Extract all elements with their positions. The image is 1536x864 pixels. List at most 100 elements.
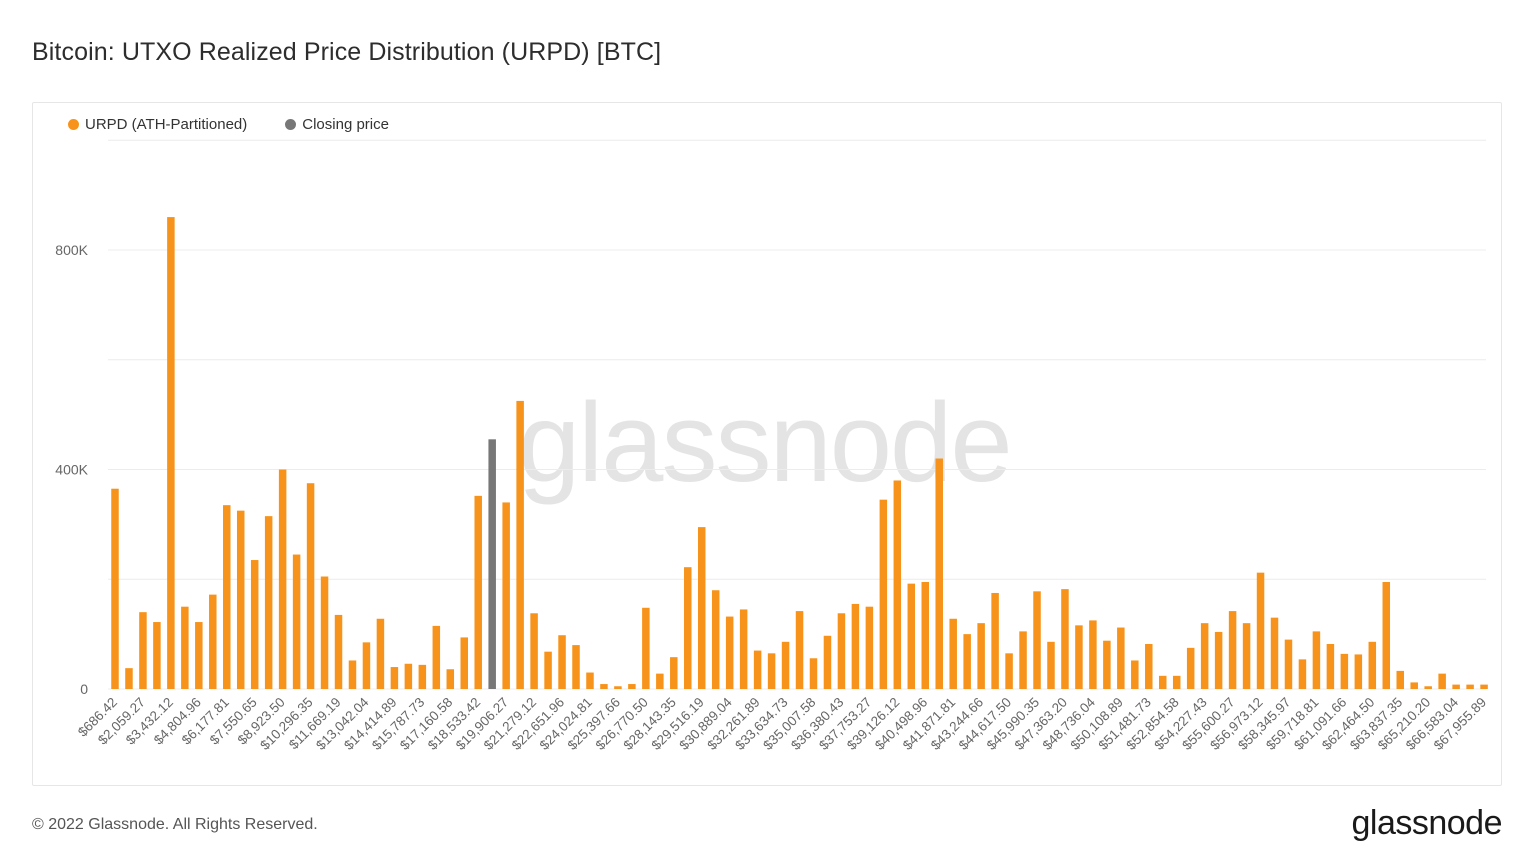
urpd-bar[interactable] — [1438, 673, 1446, 689]
urpd-bar[interactable] — [544, 651, 552, 689]
urpd-bar[interactable] — [111, 488, 119, 689]
urpd-bar[interactable] — [949, 618, 957, 689]
urpd-bar[interactable] — [963, 634, 971, 690]
urpd-bar[interactable] — [837, 613, 846, 689]
urpd-bar[interactable] — [250, 560, 259, 689]
urpd-bar[interactable] — [236, 510, 245, 689]
urpd-bar[interactable] — [474, 495, 482, 689]
legend-item-urpd[interactable]: URPD (ATH-Partitioned) — [68, 116, 247, 133]
urpd-bar[interactable] — [1326, 644, 1335, 689]
legend-item-closing-price[interactable]: Closing price — [285, 116, 389, 133]
urpd-bar[interactable] — [781, 641, 790, 689]
urpd-bar[interactable] — [586, 672, 594, 689]
urpd-bar[interactable] — [558, 635, 566, 689]
urpd-bar[interactable] — [865, 606, 874, 689]
urpd-bar[interactable] — [1186, 647, 1195, 689]
urpd-bar[interactable] — [1242, 623, 1251, 689]
urpd-bar[interactable] — [851, 603, 860, 689]
urpd-bar[interactable] — [1410, 682, 1418, 689]
urpd-bar[interactable] — [264, 516, 273, 689]
urpd-bar[interactable] — [1159, 675, 1167, 689]
urpd-bar[interactable] — [670, 657, 678, 689]
urpd-bar[interactable] — [139, 612, 147, 689]
urpd-bar[interactable] — [991, 592, 999, 689]
urpd-bar[interactable] — [1298, 659, 1307, 689]
urpd-bar[interactable] — [1019, 631, 1027, 689]
urpd-bar[interactable] — [614, 686, 622, 689]
urpd-bar[interactable] — [572, 645, 580, 689]
urpd-bar[interactable] — [767, 653, 776, 689]
urpd-bar[interactable] — [153, 622, 161, 689]
urpd-bar[interactable] — [656, 673, 664, 689]
urpd-bar[interactable] — [1382, 581, 1391, 689]
urpd-bar[interactable] — [209, 594, 217, 689]
urpd-bar[interactable] — [278, 469, 287, 690]
urpd-bar[interactable] — [1047, 641, 1055, 689]
urpd-bar[interactable] — [1340, 653, 1349, 689]
urpd-bar[interactable] — [1312, 631, 1321, 689]
urpd-bar[interactable] — [362, 642, 371, 689]
urpd-bar[interactable] — [1214, 631, 1223, 689]
urpd-bar[interactable] — [446, 669, 455, 689]
urpd-bar[interactable] — [795, 611, 804, 689]
urpd-bar[interactable] — [1284, 639, 1293, 689]
urpd-bar[interactable] — [1466, 684, 1474, 689]
urpd-bar[interactable] — [1033, 591, 1041, 689]
urpd-bar[interactable] — [1117, 627, 1125, 689]
urpd-bar[interactable] — [935, 458, 943, 689]
urpd-bar[interactable] — [376, 618, 385, 689]
urpd-bar[interactable] — [697, 527, 706, 689]
urpd-bar[interactable] — [334, 614, 343, 689]
urpd-bar[interactable] — [1172, 675, 1181, 689]
urpd-bar[interactable] — [642, 607, 650, 689]
urpd-bar[interactable] — [1200, 623, 1209, 689]
urpd-bar[interactable] — [502, 502, 510, 689]
urpd-bar[interactable] — [684, 567, 692, 689]
urpd-bar[interactable] — [181, 606, 189, 689]
urpd-bar[interactable] — [893, 480, 902, 689]
urpd-bar[interactable] — [809, 658, 818, 689]
urpd-bar[interactable] — [1270, 617, 1279, 689]
urpd-bar[interactable] — [1480, 684, 1488, 689]
urpd-bar[interactable] — [1131, 660, 1139, 689]
urpd-bar[interactable] — [292, 554, 301, 689]
urpd-bar[interactable] — [628, 684, 636, 689]
urpd-bar[interactable] — [823, 635, 832, 689]
urpd-bar[interactable] — [1075, 625, 1083, 689]
urpd-bar[interactable] — [753, 650, 762, 689]
urpd-bar[interactable] — [1452, 684, 1460, 689]
urpd-bar[interactable] — [977, 623, 985, 689]
urpd-bar[interactable] — [167, 217, 175, 689]
urpd-bar[interactable] — [725, 616, 734, 689]
urpd-bar[interactable] — [879, 499, 888, 689]
urpd-bar[interactable] — [432, 625, 441, 689]
urpd-bar[interactable] — [223, 505, 231, 689]
urpd-bar[interactable] — [1228, 611, 1237, 689]
urpd-bar[interactable] — [1368, 641, 1377, 689]
urpd-bar[interactable] — [516, 400, 524, 689]
urpd-bar[interactable] — [306, 483, 315, 689]
urpd-bar[interactable] — [1089, 620, 1097, 689]
urpd-bar[interactable] — [739, 609, 748, 689]
urpd-bar[interactable] — [530, 613, 538, 689]
urpd-bar[interactable] — [404, 663, 413, 689]
urpd-bar[interactable] — [1256, 572, 1265, 689]
urpd-bar[interactable] — [1396, 670, 1404, 689]
urpd-bar[interactable] — [1424, 686, 1432, 689]
urpd-bar[interactable] — [460, 637, 469, 689]
urpd-bar[interactable] — [320, 576, 329, 689]
urpd-bar[interactable] — [711, 590, 720, 689]
urpd-bar[interactable] — [1061, 589, 1069, 689]
urpd-bar[interactable] — [1354, 654, 1363, 689]
urpd-bar[interactable] — [418, 664, 427, 689]
urpd-bar[interactable] — [1145, 644, 1153, 689]
urpd-bar[interactable] — [1103, 640, 1111, 689]
urpd-bar[interactable] — [921, 581, 930, 689]
urpd-bar[interactable] — [600, 684, 608, 689]
closing-price-bar[interactable] — [488, 439, 496, 689]
urpd-bar[interactable] — [348, 660, 357, 689]
urpd-bar[interactable] — [390, 667, 399, 689]
urpd-bar[interactable] — [195, 622, 203, 689]
urpd-bar[interactable] — [907, 583, 916, 689]
urpd-bar[interactable] — [125, 668, 133, 689]
